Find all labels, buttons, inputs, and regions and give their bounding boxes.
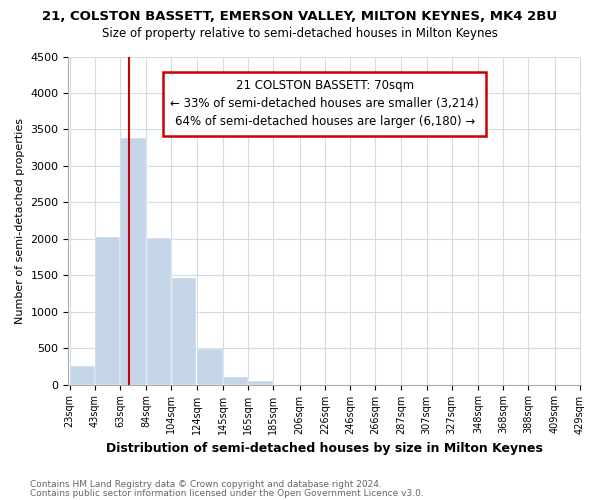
Text: Contains HM Land Registry data © Crown copyright and database right 2024.: Contains HM Land Registry data © Crown c… xyxy=(30,480,382,489)
Bar xyxy=(120,138,146,384)
Bar xyxy=(70,366,95,384)
Text: Contains public sector information licensed under the Open Government Licence v3: Contains public sector information licen… xyxy=(30,489,424,498)
X-axis label: Distribution of semi-detached houses by size in Milton Keynes: Distribution of semi-detached houses by … xyxy=(106,442,543,455)
Bar xyxy=(146,238,171,384)
Text: Size of property relative to semi-detached houses in Milton Keynes: Size of property relative to semi-detach… xyxy=(102,28,498,40)
Bar xyxy=(172,278,196,384)
Bar xyxy=(248,381,273,384)
Y-axis label: Number of semi-detached properties: Number of semi-detached properties xyxy=(15,118,25,324)
Text: 21, COLSTON BASSETT, EMERSON VALLEY, MILTON KEYNES, MK4 2BU: 21, COLSTON BASSETT, EMERSON VALLEY, MIL… xyxy=(43,10,557,23)
Bar xyxy=(197,349,223,384)
Text: 21 COLSTON BASSETT: 70sqm
← 33% of semi-detached houses are smaller (3,214)
64% : 21 COLSTON BASSETT: 70sqm ← 33% of semi-… xyxy=(170,80,479,128)
Bar xyxy=(95,236,120,384)
Bar xyxy=(223,378,248,384)
